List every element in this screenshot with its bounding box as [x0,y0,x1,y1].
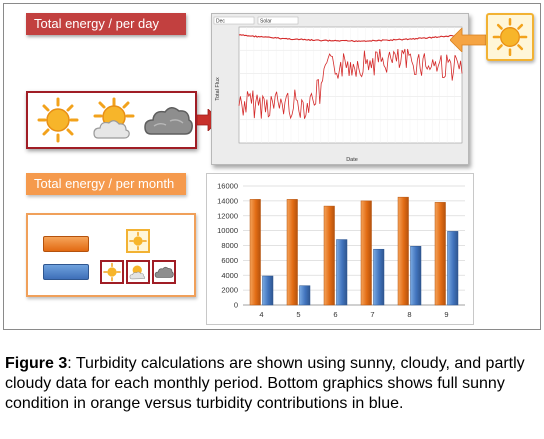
cloud-icon [144,107,193,135]
y-tick-label: 6000 [221,256,238,265]
filter-series-text: Solar [260,19,272,25]
sun-icon [486,13,534,61]
partly-cloudy-icon [126,260,150,284]
daily-y-axis-label: Total Flux [215,77,221,101]
filter-dropdown-month[interactable] [213,16,255,25]
legend-box [26,213,196,297]
monthly-energy-label: Total energy / per month [26,173,186,195]
daily-clear-sky-line [238,34,463,43]
figure-caption: Figure 3: Turbidity calculations are sho… [5,354,537,414]
y-tick-label: 16000 [217,182,238,191]
monthly-bar-chart: 0 2000 4000 6000 8000 10000 12000 14000 16000 4 5 6… [207,174,473,324]
y-tick-label: 8000 [221,241,238,250]
partly-cloudy-icon [93,97,135,139]
sunny-series-swatch [43,236,89,252]
sun-icon [129,231,147,251]
sun-icon [492,17,528,57]
sun-icon [126,229,150,253]
y-tick-label: 0 [234,301,238,310]
bar-turbidity [447,231,459,306]
bar-sunny [397,196,409,306]
y-tick-label: 10000 [217,226,238,235]
arrow-left-icon [450,28,486,52]
bar-turbidity [336,239,348,306]
filter-dropdown-series[interactable] [257,16,299,25]
y-tick-label: 2000 [221,286,238,295]
turbidity-series-swatch [43,264,89,280]
bar-turbidity [410,245,422,306]
daily-chart-panel: Dec Solar Date Total Flux [211,13,469,165]
monthly-chart-panel: 0 2000 4000 6000 8000 10000 12000 14000 16000 4 5 6… [206,173,474,325]
sun-icon [37,97,79,143]
figure-panel: Total energy / per day [3,3,541,330]
bar-sunny [434,202,446,306]
cloud-icon [152,260,176,284]
x-tick-label: 8 [407,310,411,319]
partly-cloudy-icon [129,265,146,280]
x-tick-label: 4 [259,310,263,319]
y-tick-label: 4000 [221,271,238,280]
daily-x-axis-label: Date [346,157,358,163]
weather-icons-strip [26,91,197,149]
filter-month-text: Dec [216,19,225,25]
caption-text: : Turbidity calculations are shown using… [5,355,525,412]
bar-turbidity [299,285,311,306]
cloud-icon [154,266,174,278]
bar-turbidity [262,275,274,306]
bar-sunny [323,205,335,306]
y-tick-label: 12000 [217,211,238,220]
bar-sunny [360,200,372,306]
x-tick-label: 5 [296,310,300,319]
daily-gridlines [239,27,462,143]
bar-sunny [286,199,298,306]
x-tick-label: 6 [333,310,337,319]
x-tick-label: 9 [444,310,448,319]
caption-label: Figure 3 [5,355,68,372]
daily-flux-chart: Dec Solar Date Total Flux [212,14,468,164]
y-tick-label: 14000 [217,196,238,205]
bar-turbidity [373,248,385,306]
x-tick-label: 7 [370,310,374,319]
bar-sunny [249,199,261,306]
sun-icon [100,260,124,284]
daily-energy-label: Total energy / per day [26,13,186,35]
sun-icon [103,262,121,282]
daily-measured-line [238,48,463,120]
